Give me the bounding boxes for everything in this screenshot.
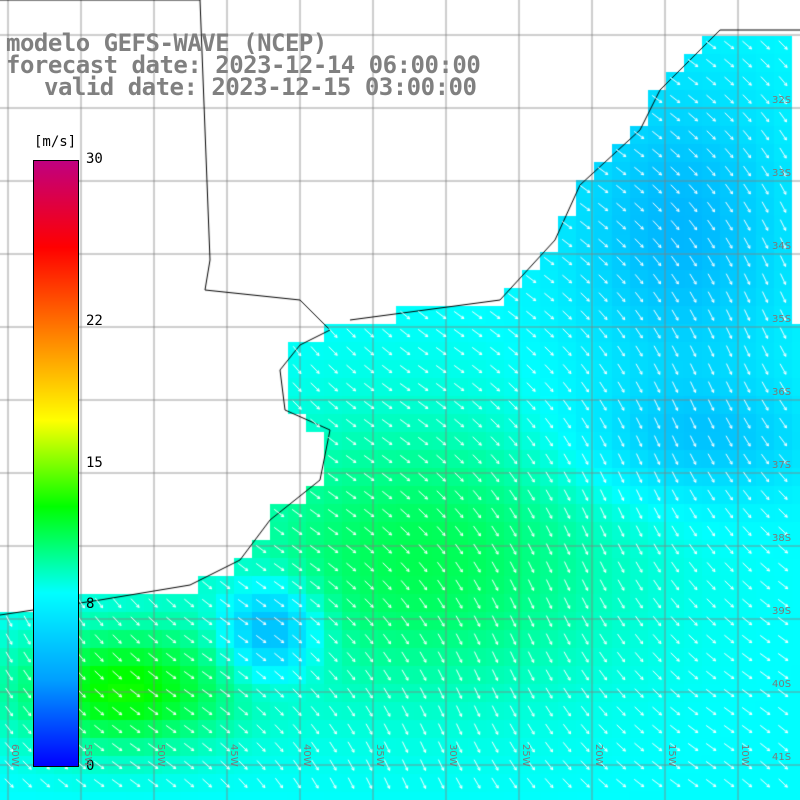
latitude-label: 38S <box>772 533 792 544</box>
latitude-label: 34S <box>772 241 792 252</box>
latitude-label: 40S <box>772 679 792 690</box>
latitude-label: 33S <box>772 168 792 179</box>
longitude-label: 50W <box>155 744 166 767</box>
longitude-label: 60W <box>9 744 20 767</box>
colorbar-unit: [m/s] <box>34 134 77 150</box>
latitude-label: 39S <box>772 606 792 617</box>
model-title: modelo GEFS-WAVE (NCEP) <box>6 29 327 57</box>
longitude-label: 10W <box>739 744 750 767</box>
valid-date: valid date: 2023-12-15 03:00:00 <box>44 73 477 101</box>
longitude-label: 45W <box>228 744 239 767</box>
latitude-label: 37S <box>772 460 792 471</box>
colorbar-tick-label: 8 <box>86 596 95 613</box>
colorbar <box>33 160 79 767</box>
forecast-date: forecast date: 2023-12-14 06:00:00 <box>6 51 481 79</box>
latitude-label: 32S <box>772 95 792 106</box>
colorbar-tick-label: 30 <box>86 151 103 167</box>
colorbar-tick-label: 22 <box>86 312 103 329</box>
longitude-label: 30W <box>447 744 458 767</box>
colorbar-tick-label: 0 <box>86 758 95 774</box>
latitude-label: 41S <box>772 752 792 763</box>
longitude-label: 15W <box>666 744 677 767</box>
latitude-label: 35S <box>772 314 792 325</box>
longitude-label: 25W <box>520 744 531 767</box>
latitude-label: 36S <box>772 387 792 398</box>
longitude-label: 20W <box>593 744 604 767</box>
colorbar-tick-label: 15 <box>86 454 103 471</box>
longitude-label: 55W <box>82 744 93 767</box>
longitude-label: 40W <box>301 744 312 767</box>
longitude-label: 35W <box>374 744 385 767</box>
